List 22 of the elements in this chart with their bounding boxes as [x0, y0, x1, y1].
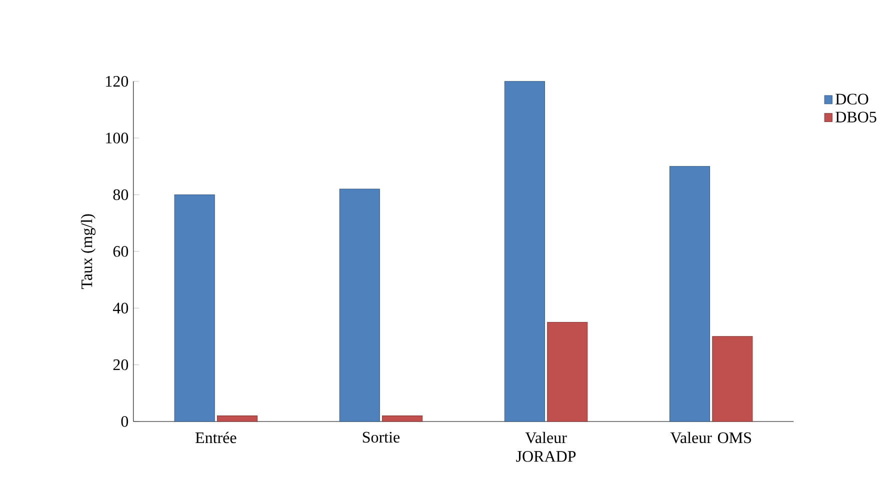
bar: [504, 81, 545, 422]
y-axis-title: Taux (mg/l): [80, 214, 96, 290]
x-tick-label: Valeur OMS: [670, 432, 751, 444]
bar: [339, 189, 380, 422]
bar: [216, 416, 258, 422]
y-tick-label: 0: [121, 416, 128, 428]
x-tick-label: Entrée: [195, 432, 236, 444]
legend-label: DBO5: [836, 112, 876, 123]
y-tick-label: 100: [106, 132, 128, 144]
legend-label: DCO: [836, 94, 868, 105]
y-tick-label: 20: [113, 360, 128, 370]
y-tick-label: 40: [112, 302, 128, 314]
x-tick-label: Valeur JORADP: [516, 432, 576, 462]
x-tick-label: Sortie: [362, 432, 400, 443]
y-tick-label: 80: [113, 190, 128, 200]
y-tick-label: 60: [113, 246, 128, 258]
bar: [547, 322, 588, 422]
bar: [174, 194, 215, 422]
bar: [712, 336, 753, 422]
bar: [382, 416, 423, 422]
y-tick-label: 120: [106, 76, 128, 87]
bar: [669, 166, 710, 422]
